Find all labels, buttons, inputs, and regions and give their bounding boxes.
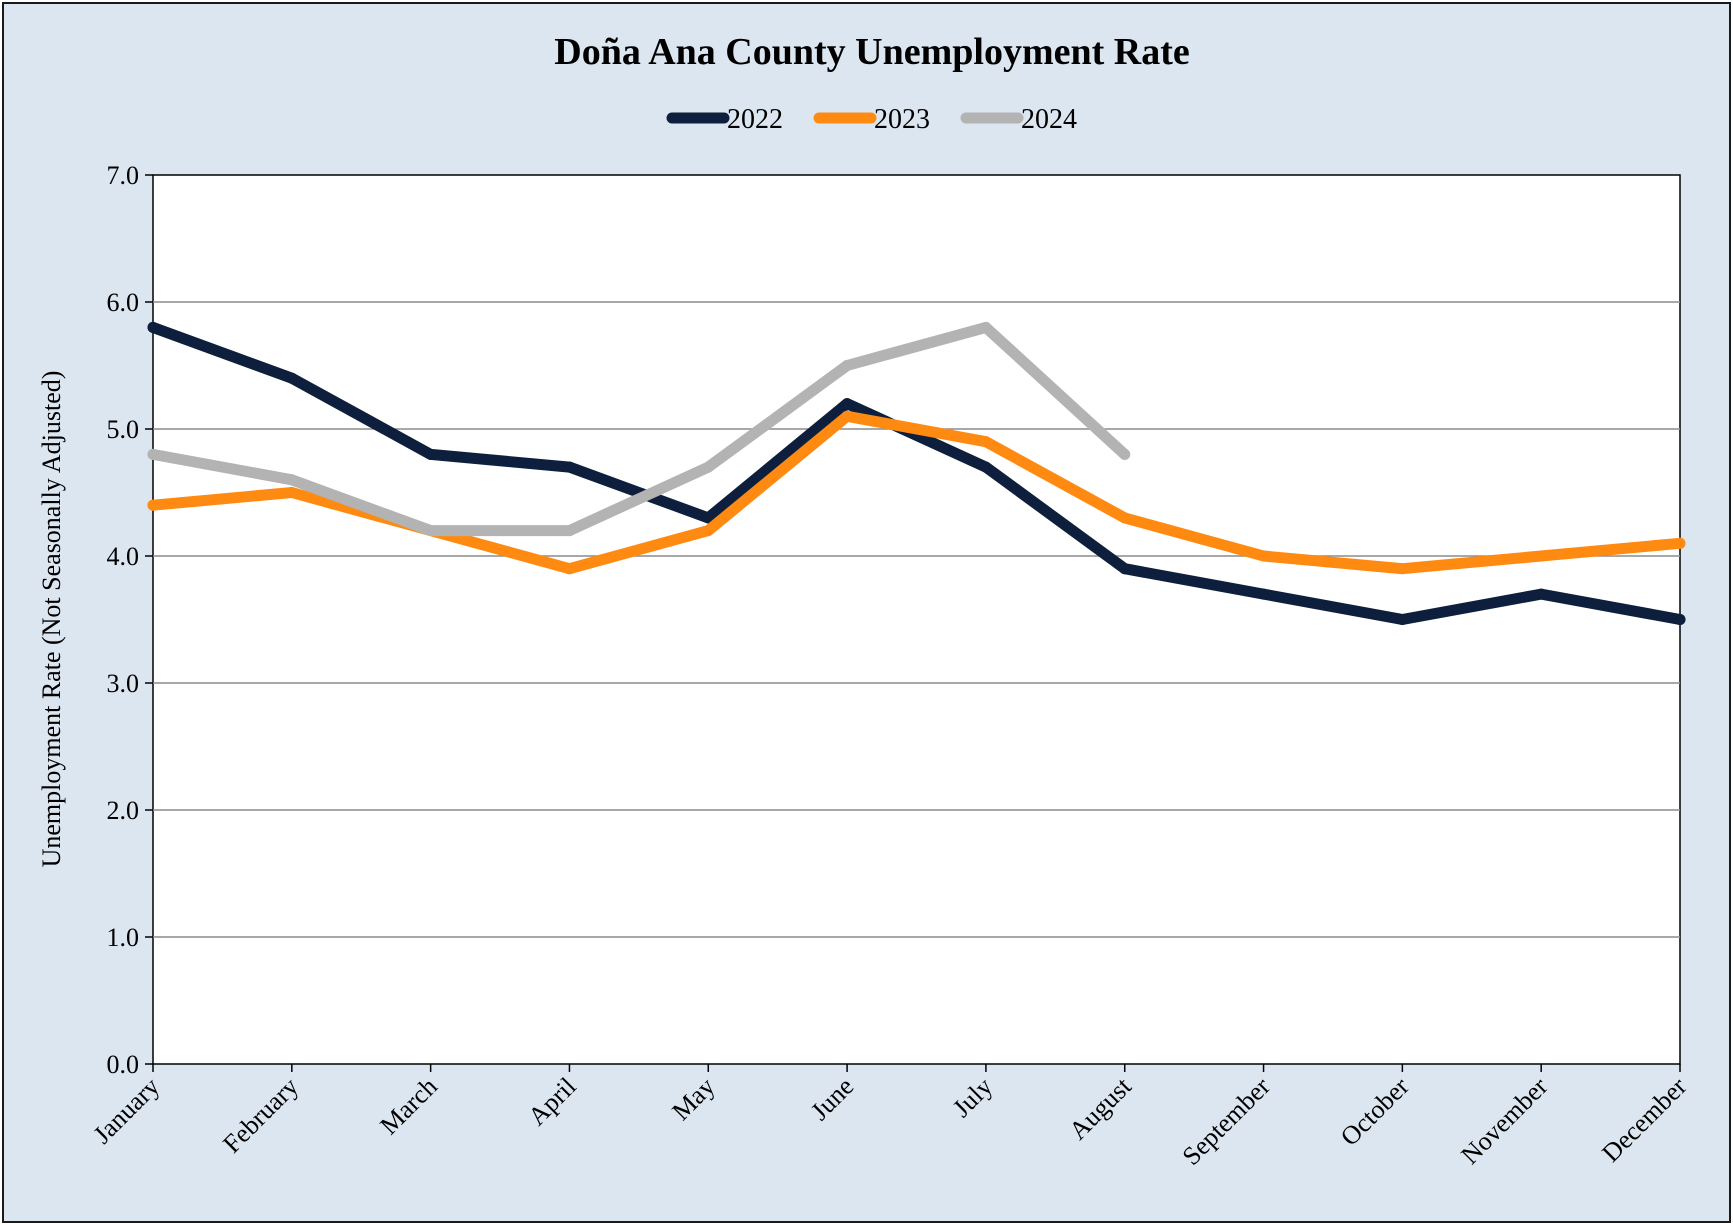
data-point-2022 [980,461,992,473]
data-point-2024 [980,321,992,333]
data-point-2023 [702,525,714,537]
data-point-2022 [841,398,853,410]
data-point-2023 [1119,512,1131,524]
x-tick-label: February [217,1072,304,1159]
data-point-2024 [286,474,298,486]
x-tick-label: August [1063,1071,1137,1145]
data-point-2024 [563,525,575,537]
data-point-2022 [1396,614,1408,625]
data-point-2022 [425,448,437,460]
x-tick-label: June [805,1072,859,1126]
x-tick-label: October [1335,1072,1415,1152]
data-point-2023 [1674,537,1686,549]
series-2022 [147,321,1686,625]
y-tick-label: 5.0 [107,415,140,444]
data-point-2022 [563,461,575,473]
data-point-2022 [1119,563,1131,575]
x-tick-label: July [947,1072,998,1123]
legend-label-2022: 2022 [727,104,783,135]
plot-area [152,174,1681,1065]
y-tick-label: 7.0 [107,161,140,190]
data-point-2023 [563,563,575,575]
data-point-2024 [1119,448,1131,460]
data-point-2022 [702,512,714,524]
data-point-2023 [841,410,853,422]
data-point-2024 [425,525,437,537]
data-point-2023 [147,499,159,511]
series-line-2024 [147,321,1131,537]
y-axis: 0.0 1.0 2.0 3.0 4.0 5.0 6.0 7.0 [107,161,153,1079]
gridlines [153,301,1680,938]
data-point-2024 [147,448,159,460]
data-point-2024 [841,360,853,371]
data-point-2022 [1258,588,1270,600]
data-point-2022 [286,372,298,384]
y-tick-label: 3.0 [107,669,140,698]
data-point-2023 [980,436,992,448]
y-tick-label: 1.0 [107,923,140,952]
x-tick-label: September [1177,1071,1276,1170]
x-tick-label: December [1596,1072,1692,1168]
data-point-2023 [1258,550,1270,562]
x-tick-label: March [374,1072,442,1140]
legend-label-2023: 2023 [874,104,930,135]
series-line-2022 [147,321,1686,625]
data-point-2022 [147,321,159,333]
x-tick-label: April [522,1072,581,1131]
data-point-2024 [702,461,714,473]
x-tick-label: November [1455,1072,1553,1170]
y-axis-title: Unemployment Rate (Not Seasonally Adjust… [37,371,66,868]
chart-title: Doña Ana County Unemployment Rate [554,31,1189,73]
data-point-2023 [1396,563,1408,575]
legend-label-2024: 2024 [1021,104,1077,135]
legend: 2022 2023 2024 [666,104,1077,135]
series-lines [147,321,1686,625]
y-tick-label: 4.0 [107,542,140,571]
x-tick-label: May [666,1072,720,1126]
data-point-2022 [1535,588,1547,600]
y-tick-label: 2.0 [107,796,140,825]
x-axis: January February March April May June July Augu… [88,1064,1692,1171]
y-tick-label: 0.0 [107,1050,140,1079]
data-point-2023 [1535,550,1547,562]
series-2024 [147,321,1131,537]
data-point-2023 [286,487,298,498]
data-point-2022 [1674,614,1686,625]
line-chart: Doña Ana County Unemployment Rate 2022 20… [37,31,1692,1171]
y-tick-label: 6.0 [107,288,140,317]
x-tick-label: January [88,1072,166,1150]
